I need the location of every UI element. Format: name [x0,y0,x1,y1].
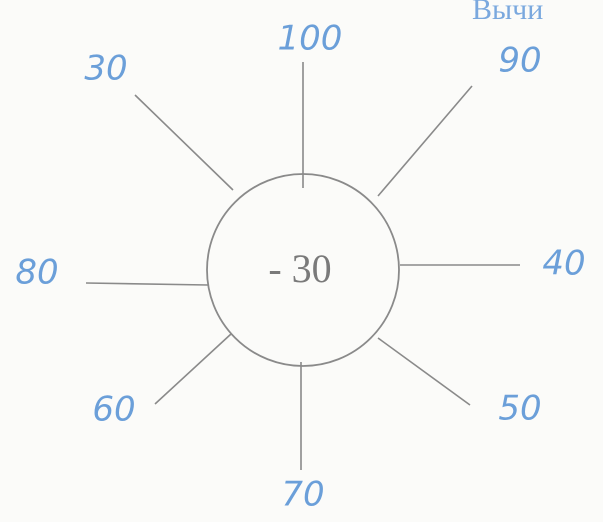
header-fragment: Вычи [472,0,543,26]
ray-label: 90 [498,41,541,81]
ray [377,337,471,406]
ray-label: 70 [281,475,324,515]
ray [85,282,209,286]
ray-label: 40 [542,244,585,284]
ray-label: 50 [498,389,541,429]
ray-label: 100 [278,19,343,59]
ray-label: 60 [92,390,135,430]
ray [134,94,234,191]
ray-label: 80 [15,253,58,293]
ray [154,333,232,405]
center-label: - 30 [268,246,331,291]
ray [377,85,473,197]
ray-label: 30 [84,49,127,89]
